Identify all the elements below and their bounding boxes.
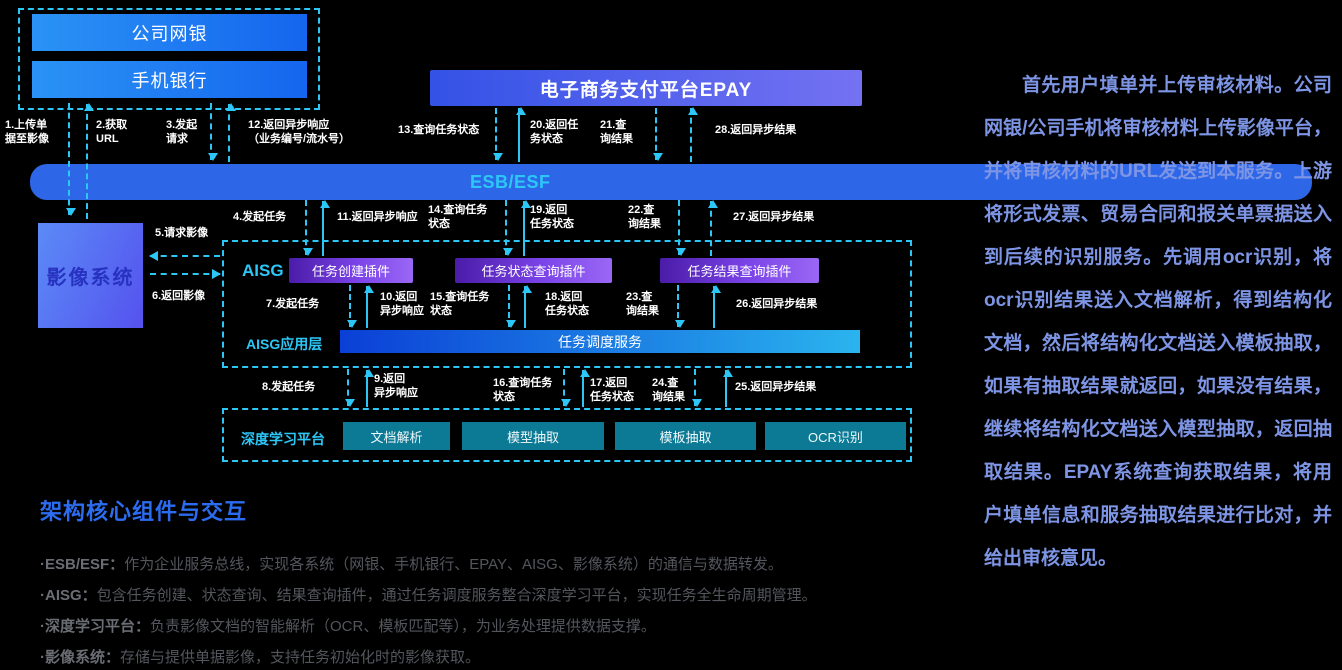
arrow-1-upload-to-imaging — [66, 103, 76, 216]
bullet-aisg: ·AISG：包含任务创建、状态查询、结果查询插件，通过任务调度服务整合深度学习平… — [40, 580, 960, 611]
flow-label-2: 2.获取 URL — [96, 119, 128, 145]
arrow-20-return-status — [516, 107, 526, 162]
aisg-group — [222, 240, 912, 368]
arrow-9-async-response — [364, 369, 374, 407]
service-template-extract: 模板抽取 — [615, 422, 756, 450]
arrow-7-start-task — [347, 285, 357, 328]
bullet-desc: 存储与提供单据影像，支持任务初始化时的影像获取。 — [120, 649, 481, 666]
flow-label-14: 14.查询任务 状态 — [428, 204, 488, 230]
task-scheduler-service: 任务调度服务 — [340, 330, 860, 353]
esb-bus-label: ESB/ESF — [470, 172, 551, 192]
bullet-deep-learning: ·深度学习平台：负责影像文档的智能解析（OCR、模板匹配等），为业务处理提供数据… — [40, 611, 960, 642]
bullet-desc: 包含任务创建、状态查询、结果查询插件，通过任务调度服务整合深度学习平台，实现任务… — [96, 587, 817, 604]
plugin-task-status-query: 任务状态查询插件 — [455, 258, 612, 283]
arrow-24-query-result — [692, 369, 702, 407]
arrow-16-query-status — [561, 369, 571, 407]
arrow-12-async-response — [226, 103, 236, 162]
bullet-term: ·AISG： — [40, 587, 97, 604]
flow-label-8: 8.发起任务 — [262, 381, 316, 393]
bullet-imaging: ·影像系统：存储与提供单据影像，支持任务初始化时的影像获取。 — [40, 642, 960, 670]
arrow-3-request — [208, 103, 218, 161]
bullet-desc: 负责影像文档的智能解析（OCR、模板匹配等），为业务处理提供数据支撑。 — [150, 618, 656, 635]
flow-label-12: 12.返回异步响应 （业务编号/流水号） — [248, 119, 351, 145]
arrow-6-return-image — [150, 269, 221, 279]
process-description: 首先用户填单并上传审核材料。公司网银/公司手机将审核材料上传影像平台，并将审核材… — [984, 75, 1332, 569]
flow-label-19: 19.返回 任务状态 — [530, 204, 574, 230]
arrow-13-query-status — [493, 108, 503, 161]
service-ocr: OCR识别 — [765, 422, 906, 450]
arrow-26-async-result — [711, 285, 721, 328]
arrow-10-async-response — [364, 285, 374, 328]
aisg-app-layer-label: AISG应用层 — [246, 336, 323, 352]
bullet-term: ·深度学习平台： — [40, 618, 150, 635]
arrow-22-query-result — [676, 200, 686, 256]
flow-label-15: 15.查询任务 状态 — [430, 291, 490, 317]
flow-label-18: 18.返回 任务状态 — [545, 291, 589, 317]
deep-learning-group — [222, 408, 912, 462]
flow-label-16: 16.查询任务 状态 — [493, 377, 553, 403]
arrow-25-async-result — [723, 369, 733, 407]
arrow-5-request-image — [149, 251, 220, 261]
flow-label-10: 10.返回 异步响应 — [380, 291, 424, 317]
service-doc-parse: 文档解析 — [343, 422, 450, 450]
notes-title: 架构核心组件与交互 — [40, 499, 248, 524]
flow-label-11: 11.返回异步响应 — [337, 211, 418, 223]
bullet-term: ·影像系统： — [40, 649, 120, 666]
arrow-21-query-result — [653, 108, 663, 161]
flow-label-13: 13.查询任务状态 — [398, 124, 480, 136]
flow-label-25: 25.返回异步结果 — [735, 381, 817, 393]
bank-channels-group — [18, 8, 320, 110]
arrow-4-start-task — [303, 200, 313, 256]
plugin-task-create: 任务创建插件 — [289, 258, 413, 283]
flow-label-20: 20.返回任 务状态 — [530, 119, 579, 145]
flow-label-23: 23.查 询结果 — [626, 291, 659, 317]
flow-label-5: 5.请求影像 — [155, 227, 209, 239]
node-esb-bus — [30, 164, 1312, 200]
flow-label-6: 6.返回影像 — [152, 290, 206, 302]
arrow-14-query-status — [503, 200, 513, 256]
service-model-extract: 模型抽取 — [462, 422, 604, 450]
arrow-2-get-url — [84, 103, 94, 219]
bullet-term: ·ESB/ESF： — [40, 556, 125, 573]
flow-label-7: 7.发起任务 — [266, 298, 320, 310]
bullet-desc: 作为企业服务总线，实现各系统（网银、手机银行、EPAY、AISG、影像系统）的通… — [124, 556, 783, 573]
deep-learning-label: 深度学习平台 — [241, 431, 325, 447]
arrow-15-query-status — [506, 285, 516, 328]
flow-label-26: 26.返回异步结果 — [736, 298, 818, 310]
bullet-esb: ·ESB/ESF：作为企业服务总线，实现各系统（网银、手机银行、EPAY、AIS… — [40, 549, 960, 580]
arrow-27-async-result — [708, 200, 718, 256]
node-imaging-system: 影像系统 — [38, 223, 143, 328]
node-mobile-bank: 手机银行 — [32, 61, 307, 98]
flow-label-28: 28.返回异步结果 — [715, 124, 797, 136]
aisg-label: AISG — [242, 261, 284, 280]
arrow-19-return-status — [521, 200, 531, 256]
flow-label-9: 9.返回 异步响应 — [374, 373, 418, 399]
flow-label-3: 3.发起 请求 — [166, 119, 198, 145]
flow-label-4: 4.发起任务 — [233, 211, 287, 223]
plugin-task-result-query: 任务结果查询插件 — [660, 258, 819, 283]
flow-label-17: 17.返回 任务状态 — [590, 377, 634, 403]
arrow-23-query-result — [675, 285, 685, 328]
node-corporate-ebank: 公司网银 — [32, 14, 307, 51]
flow-label-21: 21.查 询结果 — [600, 119, 633, 145]
arrow-18-return-status — [522, 285, 532, 328]
flow-label-27: 27.返回异步结果 — [733, 211, 815, 223]
arrow-28-async-result — [688, 107, 698, 162]
arrow-8-start-task — [345, 369, 355, 407]
flow-label-22: 22.查 询结果 — [628, 204, 661, 230]
notes-bullets: ·ESB/ESF：作为企业服务总线，实现各系统（网银、手机银行、EPAY、AIS… — [40, 549, 960, 670]
node-epay-platform: 电子商务支付平台EPAY — [430, 70, 862, 106]
arrow-17-return-status — [580, 369, 590, 407]
arrow-11-async-response — [320, 200, 330, 256]
flow-label-24: 24.查 询结果 — [652, 377, 685, 403]
flow-label-1: 1.上传单 据至影像 — [5, 119, 49, 145]
